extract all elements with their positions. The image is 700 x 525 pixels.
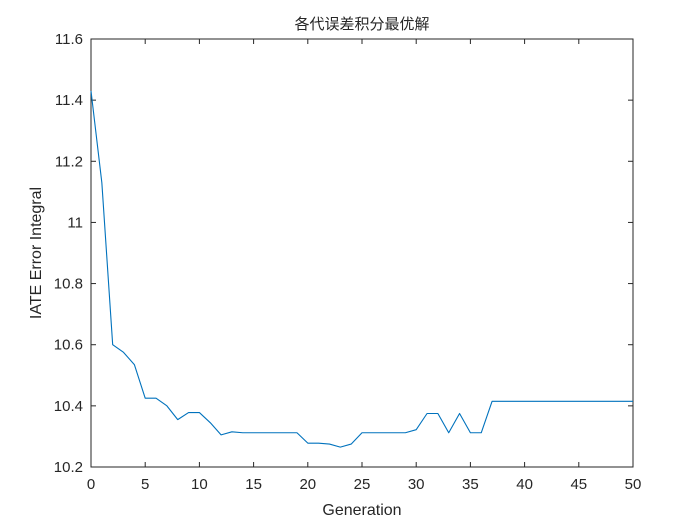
y-axis: 10.2 10.4 10.6 10.8 11 11.2 11.4 11.6 — [54, 31, 633, 476]
x-tick-label: 15 — [245, 476, 262, 493]
x-tick-label: 10 — [191, 476, 208, 493]
series-layer — [90, 90, 633, 448]
series-line — [90, 90, 633, 448]
x-tick-label: 35 — [462, 476, 479, 493]
y-tick-label: 11.4 — [55, 92, 83, 109]
x-axis: 0 5 10 15 20 25 30 35 40 45 50 — [87, 39, 642, 493]
y-axis-label: IATE Error Integral — [28, 187, 45, 319]
plot-area — [90, 38, 634, 468]
y-tick-label: 10.6 — [54, 337, 83, 354]
x-tick-label: 25 — [354, 476, 371, 493]
x-tick-label: 0 — [87, 476, 95, 493]
x-tick-label: 30 — [408, 476, 425, 493]
y-tick-label: 10.4 — [54, 398, 83, 415]
x-tick-label: 40 — [516, 476, 533, 493]
y-tick-label: 10.8 — [54, 276, 83, 293]
x-tick-label: 50 — [625, 476, 642, 493]
x-tick-label: 5 — [141, 476, 149, 493]
y-tick-label: 11.2 — [55, 153, 83, 170]
y-tick-label: 11 — [67, 214, 83, 231]
x-tick-label: 20 — [299, 476, 316, 493]
x-axis-label: Generation — [322, 502, 401, 519]
y-tick-label: 11.6 — [55, 31, 83, 48]
chart-title: 各代误差积分最优解 — [294, 15, 429, 33]
x-tick-label: 45 — [570, 476, 587, 493]
y-tick-label: 10.2 — [54, 459, 83, 476]
